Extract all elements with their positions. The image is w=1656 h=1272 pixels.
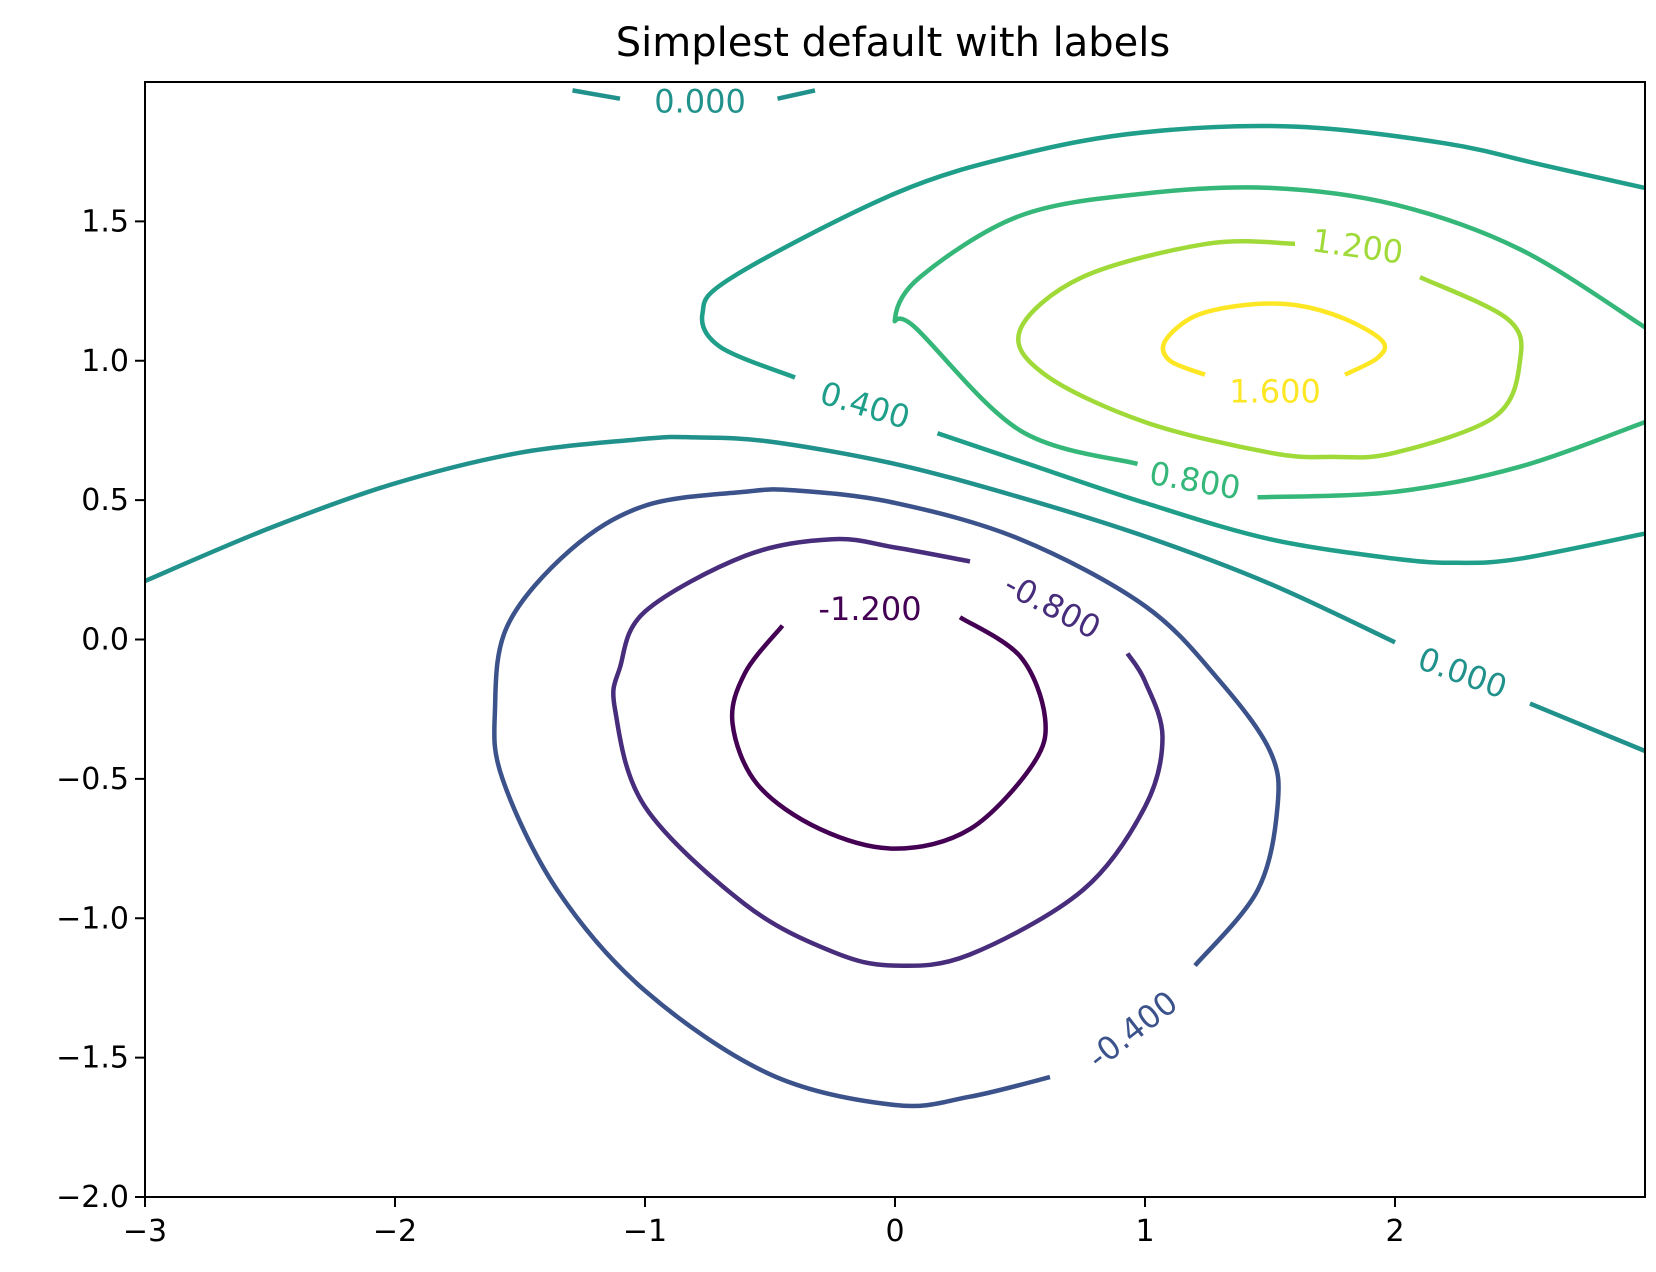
- contour-line-0_4-4: [699, 123, 1646, 380]
- contour-line-0_4-5: [936, 431, 1646, 566]
- contour-line-0-3: [1529, 701, 1646, 754]
- x-tick-label: 2: [1385, 1214, 1404, 1249]
- contour-label-1: 0.400: [816, 374, 915, 437]
- y-tick-label: 1.0: [81, 344, 129, 379]
- y-tick-label: −1.5: [56, 1041, 129, 1076]
- y-tick-label: 0.5: [81, 483, 129, 518]
- x-tick-label: −1: [623, 1214, 667, 1249]
- contour-label-0: 0.000: [654, 83, 746, 121]
- contour-label-4: 1.600: [1229, 372, 1321, 410]
- contour-lines: [144, 88, 1647, 1109]
- contour-label-2: 0.800: [1147, 454, 1244, 507]
- x-tick-label: 1: [1135, 1214, 1154, 1249]
- contour-label-5: -1.200: [818, 590, 921, 628]
- y-axis: −2.0 −1.5 −1.0 −0.5 0.0 0.5 1.0 1.5: [56, 204, 145, 1215]
- contour-line-neg0_8-11: [611, 536, 1165, 969]
- contour-label-6: -0.800: [998, 565, 1107, 647]
- contour-line-1_2-8: [1016, 238, 1524, 460]
- contour-label-7: -0.400: [1080, 983, 1185, 1076]
- contour-line-neg0_4-12: [492, 487, 1281, 1109]
- contour-line-0_8-6: [892, 185, 1647, 467]
- plot-frame: [144, 81, 1646, 1198]
- x-tick-label: −2: [373, 1214, 417, 1249]
- contour-line-0-2: [144, 434, 1396, 645]
- y-tick-label: −0.5: [56, 762, 129, 797]
- contour-label-8: 0.000: [1413, 639, 1512, 706]
- x-tick-label: 0: [885, 1214, 904, 1249]
- contour-line-0-0: [572, 88, 621, 101]
- contour-line-0_8-7: [1257, 419, 1646, 500]
- y-tick-label: 0.0: [81, 623, 129, 658]
- x-axis: −3 −2 −1 0 1 2: [123, 1197, 1405, 1249]
- chart-title: Simplest default with labels: [616, 20, 1170, 66]
- contour-label-3: 1.200: [1309, 221, 1405, 271]
- y-tick-label: −1.0: [56, 901, 129, 936]
- x-tick-label: −3: [123, 1214, 167, 1249]
- contour-line-neg1_2-10: [729, 615, 1048, 851]
- contour-line-1_6-9: [1160, 301, 1388, 377]
- y-tick-label: −2.0: [56, 1180, 129, 1215]
- y-tick-label: 1.5: [81, 204, 129, 239]
- contour-line-0-1: [777, 88, 816, 101]
